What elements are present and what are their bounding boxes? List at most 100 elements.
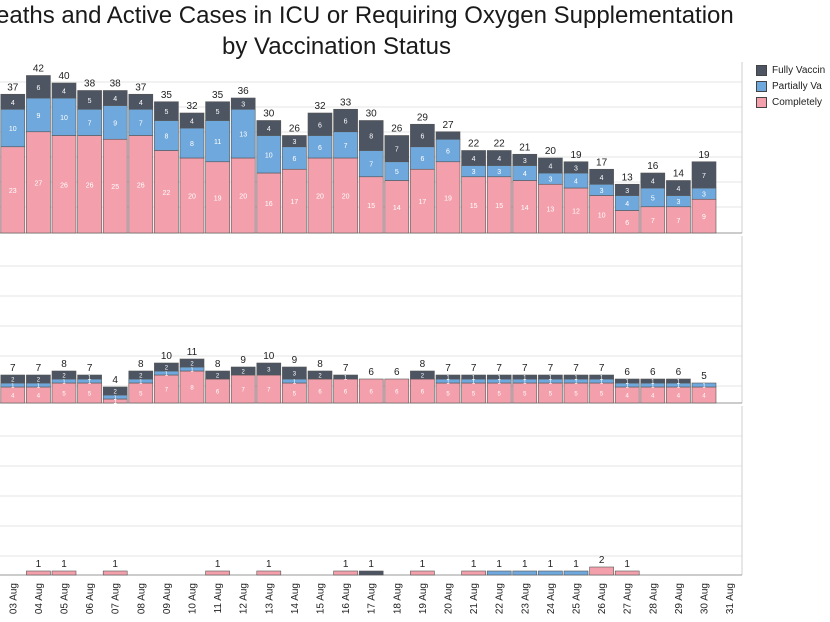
bar-segment (26, 570, 51, 576)
total-label: 1 (215, 559, 221, 570)
bar-segment (538, 157, 563, 174)
bar-segment (26, 97, 51, 133)
segment-label: 20 (316, 194, 324, 201)
segment-label: 19 (444, 195, 452, 202)
segment-label: 3 (574, 165, 578, 172)
segment-label: 3 (625, 188, 629, 195)
x-tick-label: 23 Aug (520, 583, 531, 614)
bar-segment (691, 198, 717, 234)
total-label: 1 (471, 559, 477, 570)
segment-label: 4 (702, 394, 706, 400)
bar-segment (614, 570, 640, 576)
bar-segment (333, 570, 358, 576)
x-tick-label: 10 Aug (188, 583, 199, 614)
total-label: 19 (570, 150, 582, 161)
segment-label: 5 (88, 98, 92, 105)
total-label: 1 (61, 559, 67, 570)
bar-segment (486, 176, 512, 234)
segment-label: 7 (395, 147, 399, 154)
bar-segment (230, 157, 256, 234)
segment-label: 7 (267, 388, 271, 394)
segment-label: 5 (549, 392, 553, 398)
segment-label: 1 (498, 376, 502, 382)
segment-label: 4 (11, 100, 15, 107)
segment-label: 26 (137, 182, 145, 189)
bar-segment (205, 101, 230, 121)
segment-label: 4 (139, 100, 143, 107)
segment-label: 6 (395, 390, 399, 396)
bar-segment (0, 93, 26, 110)
bar-segment (205, 161, 230, 234)
total-label: 1 (548, 559, 554, 570)
bar-segment (256, 120, 282, 136)
segment-label: 4 (600, 175, 604, 182)
bar-segment (563, 187, 589, 234)
segment-label: 20 (188, 194, 196, 201)
total-label: 29 (417, 112, 429, 123)
segment-label: 20 (239, 194, 247, 201)
total-label: 1 (266, 559, 272, 570)
total-label: 38 (110, 79, 122, 90)
total-label: 16 (647, 161, 659, 172)
segment-label: 1 (677, 380, 681, 386)
bar-segment (307, 112, 333, 136)
segment-label: 3 (241, 102, 245, 109)
total-label: 22 (494, 139, 506, 150)
bar-segment (154, 374, 179, 404)
segment-label: 3 (293, 372, 297, 378)
segment-label: 1 (114, 400, 118, 406)
segment-label: 1 (88, 380, 92, 386)
segment-label: 5 (62, 392, 66, 398)
bar-segment (333, 374, 358, 380)
x-tick-label: 24 Aug (546, 583, 557, 614)
segment-label: 1 (549, 380, 553, 386)
bar-segment (666, 206, 691, 234)
segment-label: 1 (11, 384, 15, 390)
bar-segment (333, 108, 358, 133)
bar-segment (640, 172, 666, 189)
bar-segment (230, 366, 256, 376)
segment-label: 5 (446, 392, 450, 398)
bar-segment (51, 97, 77, 136)
bar-segment (384, 180, 410, 234)
segment-label: 1 (523, 376, 527, 382)
bar-segment (563, 570, 589, 576)
bar-segment (384, 378, 410, 404)
segment-label: 6 (420, 134, 424, 141)
total-label: 8 (215, 359, 221, 370)
legend-item-partially-vaccinated: Partially Va (756, 78, 825, 94)
segment-label: 4 (497, 156, 501, 163)
total-label: 8 (317, 359, 323, 370)
segment-label: 5 (523, 392, 527, 398)
segment-label: 1 (626, 380, 630, 386)
bar-segment (154, 362, 179, 372)
chart-title-line2: by Vaccination Status (222, 33, 452, 60)
segment-label: 5 (88, 392, 92, 398)
bar-segment (179, 127, 205, 159)
bar-segment (256, 362, 282, 376)
segment-label: 1 (293, 380, 297, 386)
bar-segment (410, 168, 435, 234)
legend-label-partially-vaccinated: Partially Va (772, 80, 822, 92)
bar-segment (51, 82, 77, 99)
segment-label: 22 (163, 190, 171, 197)
bar-segment (435, 131, 461, 140)
bar-segment (538, 374, 563, 380)
segment-label: 1 (574, 376, 578, 382)
segment-label: 8 (190, 386, 194, 392)
bar-segment (614, 378, 640, 384)
segment-label: 4 (676, 186, 680, 193)
x-tick-label: 14 Aug (290, 583, 301, 614)
bar-segment (154, 120, 179, 151)
x-tick-label: 20 Aug (444, 583, 455, 614)
bar-segment (666, 180, 691, 196)
segment-label: 9 (113, 120, 117, 127)
bar-segment (358, 570, 384, 576)
segment-label: 5 (216, 109, 220, 116)
legend-label-fully-vaccinated: Fully Vaccin (772, 64, 826, 76)
x-tick-label: 18 Aug (392, 583, 403, 614)
x-tick-label: 12 Aug (239, 583, 250, 614)
segment-label: 5 (139, 392, 143, 398)
segment-label: 5 (498, 392, 502, 398)
